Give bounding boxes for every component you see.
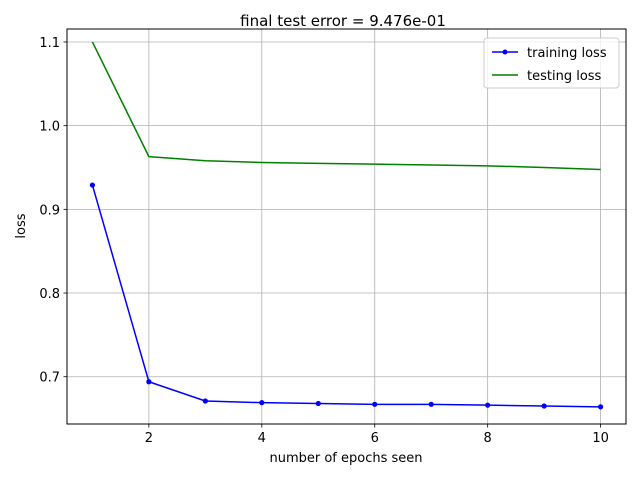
training-loss-point [372, 401, 378, 407]
series-layer [89, 41, 604, 410]
training-loss-point [89, 182, 96, 188]
ticks: 2 4 6 8 10 0.7 0.8 0.9 1.0 1.1 [39, 36, 609, 446]
legend: training loss testing loss [483, 37, 620, 89]
x-tick-label: 4 [258, 431, 266, 446]
legend-training-marker [502, 49, 508, 55]
x-tick-label: 6 [371, 431, 379, 446]
y-tick-label: 0.8 [39, 287, 60, 302]
x-tick-label: 10 [592, 431, 609, 446]
y-axis-label: loss [14, 213, 29, 238]
training-loss-line [91, 184, 601, 408]
x-tick-label: 2 [145, 431, 153, 446]
legend-testing-label: testing loss [527, 69, 602, 84]
chart-title: final test error = 9.476e-01 [240, 12, 446, 30]
x-tick-label: 8 [484, 431, 492, 446]
y-tick-label: 0.7 [39, 371, 60, 386]
legend-training-label: training loss [527, 46, 607, 61]
training-loss-point [428, 401, 434, 407]
y-tick-label: 1.1 [39, 36, 60, 51]
training-loss-point [597, 404, 604, 410]
y-tick-label: 1.0 [39, 120, 60, 135]
training-loss-point [146, 379, 152, 385]
training-loss-point [541, 403, 547, 409]
y-tick-label: 0.9 [39, 203, 60, 218]
plot-frame [66, 28, 627, 425]
testing-loss-line [91, 41, 601, 171]
training-loss-point [259, 400, 265, 406]
training-loss-point [485, 402, 491, 408]
training-loss-point [315, 400, 321, 407]
x-axis-label: number of epochs seen [269, 451, 422, 466]
training-loss-point [202, 398, 208, 404]
